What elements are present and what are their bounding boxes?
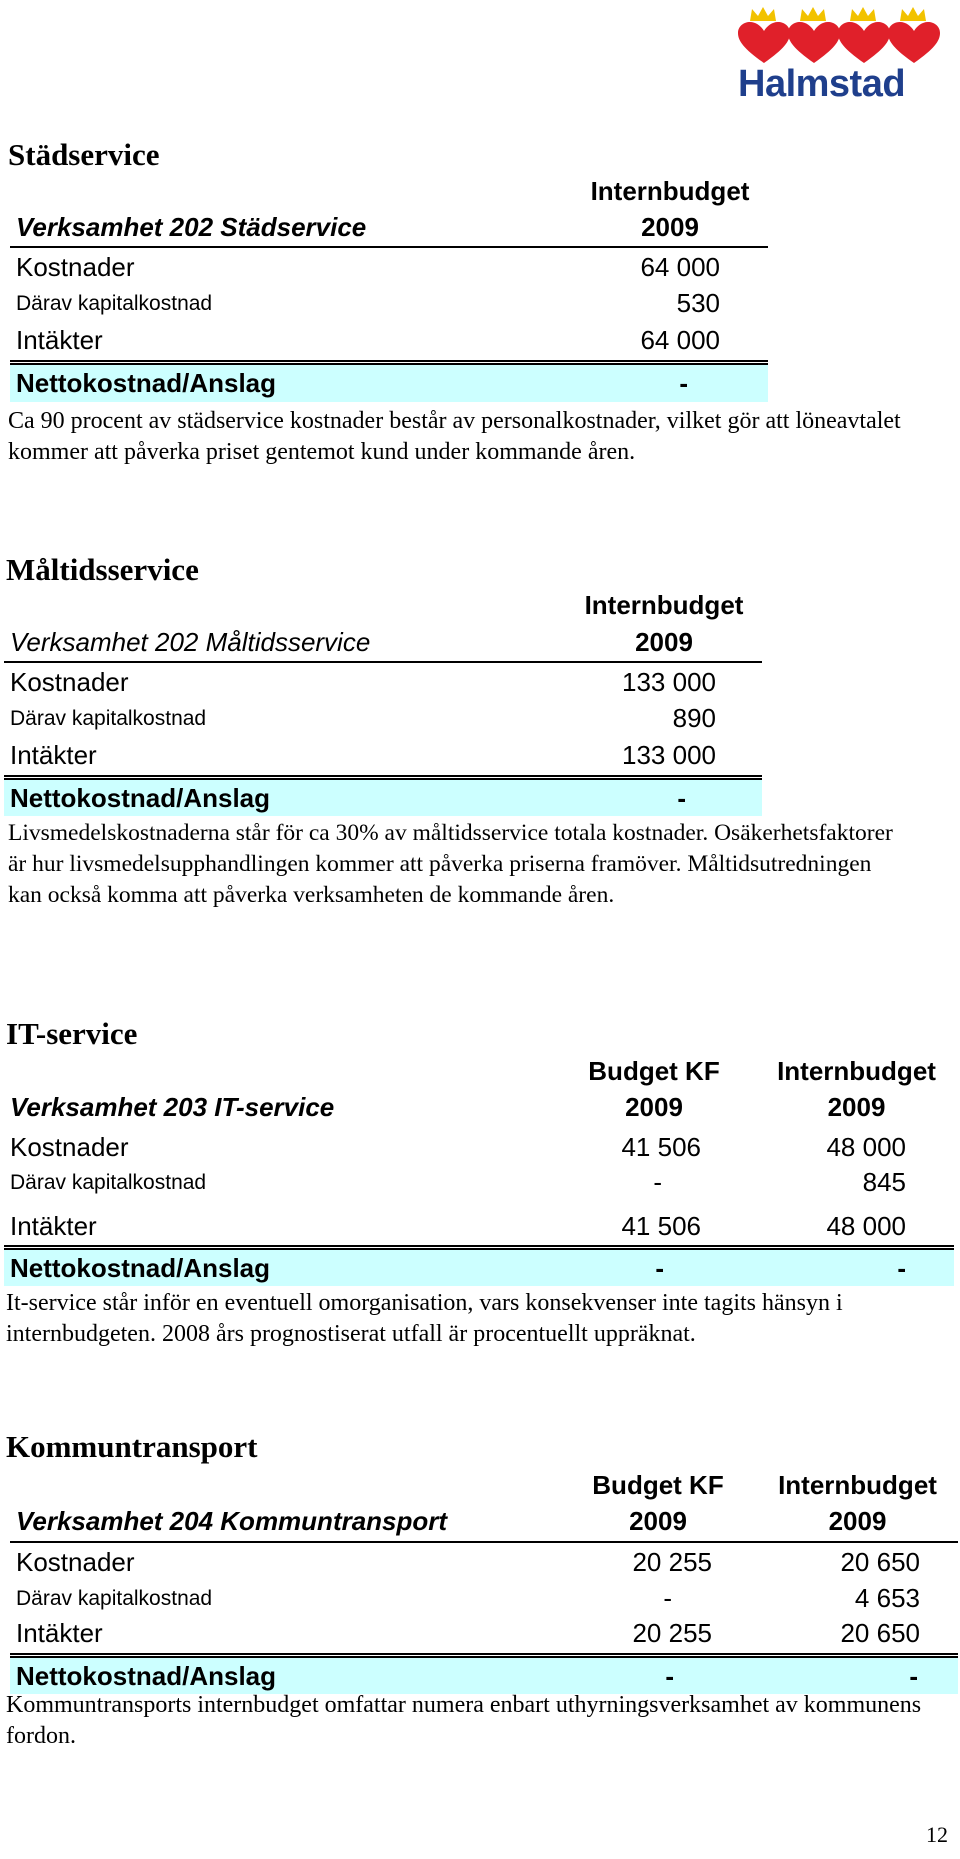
section-paragraph: Livsmedelskostnaderna står för ca 30% av… [8,820,893,908]
net-value: - [655,1253,664,1283]
col-header-line1: Budget KF [592,1470,724,1500]
row-value: 41 506 [621,1132,701,1162]
header-rule [10,1541,958,1543]
row-label: Intäkter [16,325,103,355]
section-title-maltidsservice: Måltidsservice [6,552,199,587]
section-title-stadservice: Städservice [8,137,160,172]
net-value: - [665,1661,674,1691]
row-label: Kostnader [16,1547,135,1577]
col-header-line1: Internbudget [777,1056,936,1086]
table-it-service: Budget KF Internbudget Verksamhet 203 IT… [4,1052,954,1286]
row-value: 20 255 [632,1547,712,1577]
row-label: Kostnader [10,1132,129,1162]
row-label: Intäkter [16,1618,103,1648]
row-value: 64 000 [640,325,720,355]
net-value: - [679,368,688,398]
table-label-header: Verksamhet 203 IT-service [10,1092,335,1122]
col-header-line1: Internbudget [778,1470,937,1500]
table-kommuntransport: Budget KF Internbudget Verksamhet 204 Ko… [10,1466,958,1700]
net-row: Nettokostnad/Anslag - [10,365,768,402]
section-paragraph: Kommuntransports internbudget omfattar n… [6,1692,922,1749]
net-label: Nettokostnad/Anslag [16,368,277,398]
row-label: Kostnader [10,667,129,697]
total-double-rule [10,1653,958,1658]
halmstad-logo: Halmstad [738,5,948,105]
table-label-header: Verksamhet 202 Måltidsservice [10,627,371,657]
section-paragraph: It-service står inför en eventuell omorg… [6,1290,843,1347]
row-label: Därav kapitalkostnad [10,1171,207,1194]
net-row: Nettokostnad/Anslag - - [4,1250,954,1286]
section-paragraph: Ca 90 procent av städservice kostnader b… [8,408,901,465]
total-double-rule [4,1245,954,1250]
net-label: Nettokostnad/Anslag [10,1253,271,1283]
row-value: 845 [862,1167,906,1197]
row-label: Därav kapitalkostnad [10,707,207,730]
net-row: Nettokostnad/Anslag - [4,780,762,816]
row-value: 133 000 [622,667,716,697]
net-value: - [909,1661,918,1691]
header-rule [4,661,762,663]
row-value: 133 000 [622,740,716,770]
total-double-rule [10,360,768,365]
net-row: Nettokostnad/Anslag - - [10,1658,958,1694]
col-header-line1: Internbudget [584,590,744,620]
section-title-kommuntransport: Kommuntransport [6,1429,258,1464]
logo-wordmark: Halmstad [738,63,906,105]
logo-crowns-hearts-icon [738,7,940,63]
col-header-line2: 2009 [625,1092,683,1122]
row-label: Kostnader [16,252,135,282]
row-label: Intäkter [10,1211,97,1241]
col-header-line1: Internbudget [590,176,750,206]
row-value: 48 000 [826,1211,906,1241]
row-value: - [663,1583,672,1613]
col-header-line2: 2009 [635,627,693,657]
col-header-line2: 2009 [828,1506,887,1536]
row-value: 20 255 [632,1618,712,1648]
col-header-line2: 2009 [629,1506,687,1536]
row-value: 530 [676,288,720,318]
row-value: 64 000 [640,252,720,282]
row-value: - [653,1167,662,1197]
col-header-line2: 2009 [641,212,699,242]
table-label-header: Verksamhet 202 Städservice [16,212,367,242]
table-maltidsservice: Internbudget Verksamhet 202 Måltidsservi… [4,584,764,818]
row-value: 41 506 [621,1211,701,1241]
row-label: Intäkter [10,740,97,770]
page-number: 12 [926,1822,948,1847]
row-value: 20 650 [840,1618,920,1648]
row-label: Därav kapitalkostnad [16,1587,213,1610]
net-label: Nettokostnad/Anslag [16,1661,277,1691]
row-label: Därav kapitalkostnad [16,292,213,315]
table-stadservice: Internbudget Verksamhet 202 Städservice … [10,170,770,404]
row-value: 20 650 [840,1547,920,1577]
col-header-line2: 2009 [827,1092,886,1122]
total-double-rule [4,775,762,780]
net-value: - [897,1253,906,1283]
row-value: 48 000 [826,1132,906,1162]
row-value: 4 653 [854,1583,920,1613]
net-label: Nettokostnad/Anslag [10,783,271,813]
table-label-header: Verksamhet 204 Kommuntransport [16,1506,448,1536]
header-rule [10,246,768,248]
section-title-it-service: IT-service [6,1016,138,1051]
col-header-line1: Budget KF [588,1056,720,1086]
row-value: 890 [672,703,716,733]
net-value: - [677,783,686,813]
